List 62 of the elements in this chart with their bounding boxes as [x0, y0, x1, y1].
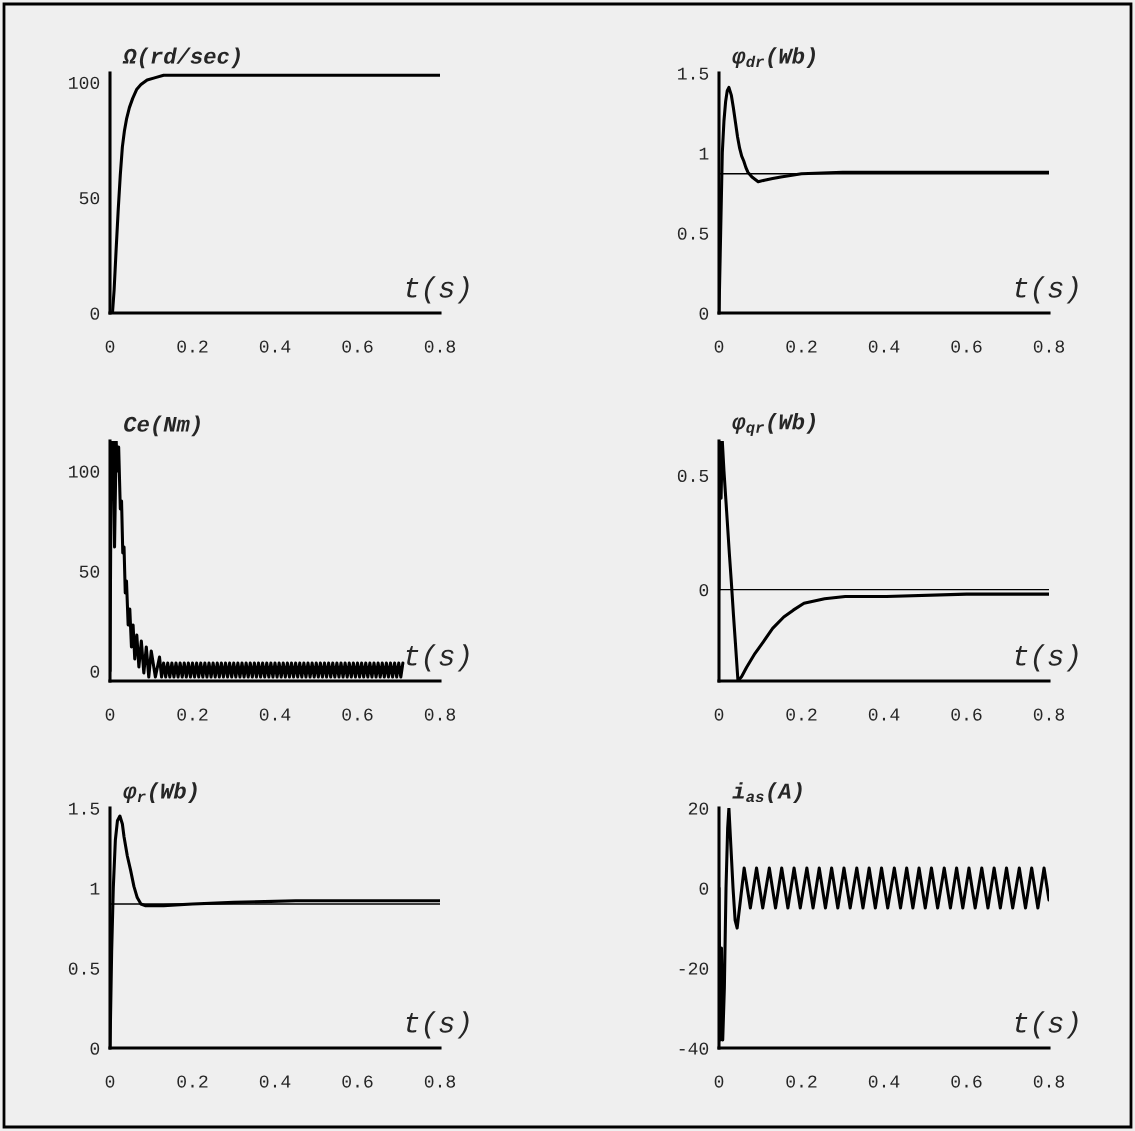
x-tick-label: 0.2 — [786, 340, 817, 353]
x-tick-label: 0.2 — [786, 1075, 817, 1088]
y-tick-label: 0 — [699, 882, 709, 895]
y-axis-title: φ$_{dr}$(Wb) — [732, 47, 815, 69]
x-tick-label: 0 — [714, 708, 724, 721]
y-axis-title: Ω(rd/sec) — [122, 47, 240, 69]
x-tick-label: 0.2 — [177, 708, 208, 721]
x-tick-label: 0.6 — [342, 708, 373, 721]
x-tick-label: 0.6 — [951, 708, 982, 721]
y-tick-label: -20 — [679, 962, 709, 975]
x-tick-label: 0 — [105, 340, 115, 353]
y-tick-label: 0 — [90, 665, 100, 678]
y-axis-title: Ce(Nm) — [124, 415, 200, 437]
x-axis-title: t(s) — [1015, 644, 1078, 672]
x-tick-label: 0.4 — [868, 1075, 900, 1088]
y-tick-label: 0 — [699, 307, 709, 320]
y-tick-label: 1 — [90, 882, 100, 895]
y-tick-label: 50 — [79, 192, 100, 205]
y-tick-label: 0 — [90, 1042, 100, 1055]
y-tick-label: 0 — [699, 584, 709, 597]
x-tick-label: 0.2 — [786, 708, 817, 721]
y-tick-label: -40 — [679, 1042, 709, 1055]
y-tick-label: 0 — [90, 307, 100, 320]
y-tick-label: 1.5 — [678, 67, 709, 80]
x-tick-label: 0.2 — [177, 1075, 208, 1088]
y-tick-label: 0.5 — [677, 469, 709, 483]
x-axis-title: t(s) — [406, 1011, 469, 1039]
x-axis-title: t(s) — [406, 644, 469, 672]
x-tick-label: 0 — [105, 708, 115, 721]
x-tick-label: 0.6 — [342, 340, 373, 353]
x-tick-label: 0 — [105, 1075, 115, 1088]
x-tick-label: 0.8 — [1033, 1075, 1065, 1088]
y-tick-label: 20 — [688, 802, 709, 815]
x-tick-label: 0 — [714, 1075, 724, 1088]
x-tick-label: 0.4 — [259, 340, 291, 353]
x-tick-label: 0.6 — [951, 1075, 982, 1088]
x-tick-label: 0.8 — [1033, 708, 1065, 721]
y-tick-label: 0.5 — [677, 227, 709, 240]
y-tick-label: 50 — [79, 565, 100, 578]
x-axis-title: t(s) — [1015, 1011, 1078, 1039]
y-axis-title: φ$_{r}$(Wb) — [123, 782, 197, 804]
x-tick-label: 0.2 — [177, 340, 208, 353]
y-tick-label: 1.5 — [69, 802, 100, 815]
x-tick-label: 0.8 — [424, 708, 456, 721]
x-tick-label: 0.6 — [342, 1075, 373, 1088]
x-axis-title: t(s) — [406, 276, 469, 304]
x-tick-label: 0 — [714, 340, 724, 353]
x-tick-label: 0.4 — [868, 340, 900, 353]
x-tick-label: 0.4 — [259, 1075, 291, 1088]
y-tick-label: 1 — [699, 147, 709, 160]
x-tick-label: 0.8 — [424, 340, 456, 353]
y-tick-label: 100 — [69, 76, 100, 89]
y-tick-label: 0.5 — [68, 962, 100, 975]
x-tick-label: 0.8 — [1033, 340, 1065, 353]
y-tick-label: 100 — [69, 465, 100, 478]
y-axis-title: φ$_{qr}$(Wb) — [732, 413, 815, 436]
x-axis-title: t(s) — [1015, 276, 1078, 304]
x-tick-label: 0.8 — [424, 1075, 456, 1088]
y-axis-title: i$_{as}$(A) — [732, 782, 802, 804]
x-tick-label: 0.4 — [868, 708, 900, 721]
x-tick-label: 0.6 — [951, 340, 982, 353]
x-tick-label: 0.4 — [259, 708, 291, 721]
